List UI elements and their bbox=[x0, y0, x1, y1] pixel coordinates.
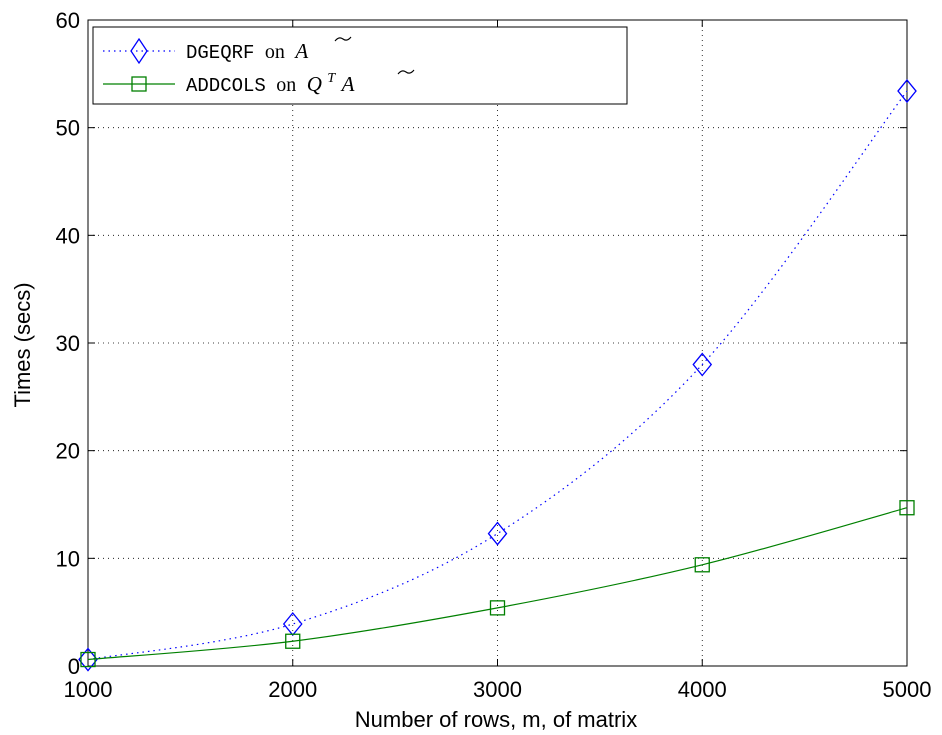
y-tick-label: 20 bbox=[56, 439, 80, 464]
data-point-diamond bbox=[78, 647, 98, 672]
legend-word-dgeqrf: on bbox=[265, 41, 285, 63]
y-tick-label: 50 bbox=[56, 116, 80, 141]
y-axis-label: Times (secs) bbox=[10, 282, 35, 407]
y-tick-label: 0 bbox=[68, 654, 80, 679]
data-point-diamond bbox=[487, 521, 508, 546]
x-tick-label: 1000 bbox=[64, 677, 113, 702]
legend-tilde-dgeqrf bbox=[334, 36, 352, 42]
series-dgeqrf bbox=[78, 79, 917, 672]
series-line bbox=[87, 90, 908, 661]
series-addcols bbox=[80, 500, 915, 668]
data-point-diamond bbox=[897, 79, 917, 104]
legend-entry-dgeqrf: DGEQRF on A bbox=[103, 36, 352, 65]
legend-marker-dgeqrf bbox=[130, 37, 148, 65]
data-point-square bbox=[899, 500, 915, 516]
x-axis-label: Number of rows, m, of matrix bbox=[355, 707, 637, 732]
legend-word-addcols: on bbox=[276, 74, 296, 96]
y-tick-label: 40 bbox=[56, 223, 80, 248]
x-tick-label: 4000 bbox=[678, 677, 727, 702]
x-tick-label: 5000 bbox=[883, 677, 932, 702]
series-layer bbox=[78, 79, 917, 672]
data-point-square bbox=[694, 557, 710, 573]
legend-math-dgeqrf: A bbox=[293, 39, 308, 63]
legend-math-q-addcols: Q bbox=[307, 72, 322, 96]
grid-lines bbox=[88, 20, 907, 666]
data-point-diamond bbox=[282, 611, 303, 637]
y-tick-label: 30 bbox=[56, 331, 80, 356]
legend-label-dgeqrf: DGEQRF on A bbox=[186, 39, 308, 64]
data-point-square bbox=[80, 651, 96, 668]
legend-code-dgeqrf: DGEQRF bbox=[186, 42, 254, 64]
x-tick-label: 3000 bbox=[473, 677, 522, 702]
y-tick-label: 60 bbox=[56, 8, 80, 33]
legend-marker-addcols bbox=[131, 76, 147, 92]
series-line bbox=[87, 507, 908, 661]
legend-label-addcols: ADDCOLS on Q T A bbox=[186, 69, 355, 97]
x-tick-label: 2000 bbox=[268, 677, 317, 702]
legend-entry-addcols: ADDCOLS on Q T A bbox=[103, 69, 415, 97]
y-tick-label: 10 bbox=[56, 546, 80, 571]
axis-ticks: 1000 2000 3000 4000 5000 0 10 20 30 40 50 60 bbox=[56, 8, 932, 702]
legend-tilde-addcols bbox=[397, 69, 415, 75]
legend: DGEQRF on A ADDCOLS on Q T A bbox=[92, 26, 628, 105]
legend-box bbox=[92, 26, 628, 105]
legend-math-a-addcols: A bbox=[340, 72, 355, 96]
data-point-square bbox=[489, 600, 506, 616]
legend-sup-addcols: T bbox=[327, 71, 336, 86]
data-point-square bbox=[285, 633, 301, 649]
legend-code-addcols: ADDCOLS bbox=[186, 75, 266, 97]
data-point-diamond bbox=[692, 352, 713, 377]
plot-frame bbox=[87, 19, 908, 667]
